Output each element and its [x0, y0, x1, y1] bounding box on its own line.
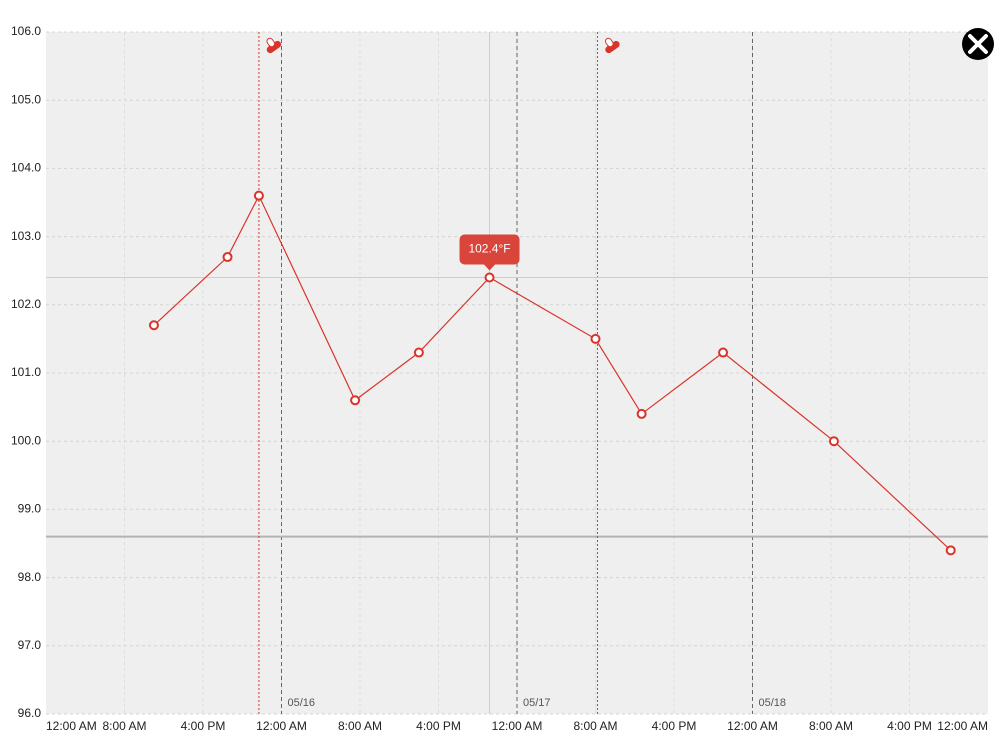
data-point: [484, 272, 495, 283]
x-tick-label: 12:00 AM: [256, 719, 307, 733]
y-tick-label: 103.0: [11, 229, 41, 243]
y-tick-label: 99.0: [18, 502, 42, 516]
pill: [266, 40, 282, 54]
x-tick-label: 8:00 AM: [338, 719, 382, 733]
tooltip: 102.4°F: [459, 234, 520, 271]
x-tick-label: 12:00 AM: [727, 719, 778, 733]
y-tick-label: 97.0: [18, 638, 42, 652]
data-point: [590, 333, 601, 344]
y-tick-label: 104.0: [11, 161, 41, 175]
tooltip-box: [459, 234, 520, 265]
x-tick-label: 8:00 AM: [102, 719, 146, 733]
data-point: [945, 545, 956, 556]
y-tick-label: 106.0: [11, 24, 41, 38]
x-tick-label: 8:00 AM: [809, 719, 853, 733]
chart-layer: 96.0 97.0 98.0 99.0 100.0 101.0 102.0 103.0 104.…: [11, 24, 988, 733]
y-tick-label: 98.0: [18, 570, 42, 584]
x-tick-label: 4:00 PM: [887, 719, 932, 733]
close-icon[interactable]: [968, 34, 988, 54]
data-point: [253, 190, 264, 201]
y-tick-label: 100.0: [11, 433, 41, 447]
data-point: [636, 408, 647, 419]
x-tick-label: 8:00 AM: [573, 719, 617, 733]
data-point: [413, 347, 424, 358]
x-tick-label: 12:00 AM: [937, 719, 988, 733]
x-tick-label: 4:00 PM: [181, 719, 226, 733]
tooltip-label: 102.4°F: [468, 242, 510, 256]
data-point: [828, 436, 839, 447]
y-tick-label: 101.0: [11, 365, 41, 379]
data-point: [222, 252, 233, 263]
medication-icon: [266, 37, 282, 54]
x-tick-label: 4:00 PM: [416, 719, 461, 733]
pill-half: [266, 37, 276, 48]
tooltip-pointer: [483, 264, 496, 271]
data-point: [148, 320, 159, 331]
date-marker-label: 05/17: [523, 697, 551, 709]
pill-half: [604, 37, 614, 48]
pill: [605, 40, 620, 54]
x-tick-label: 4:00 PM: [652, 719, 697, 733]
y-tick-label: 102.0: [11, 297, 41, 311]
y-tick-label: 105.0: [11, 92, 41, 106]
data-point: [718, 347, 729, 358]
x-tick-label: 12:00 AM: [492, 719, 543, 733]
data-point: [350, 395, 361, 406]
date-marker-label: 05/18: [759, 697, 787, 709]
medication-icon: [604, 37, 620, 54]
close-button[interactable]: [962, 28, 994, 60]
date-marker-label: 05/16: [288, 697, 316, 709]
y-tick-label: 96.0: [18, 706, 42, 720]
x-tick-label: 12:00 AM: [46, 719, 97, 733]
